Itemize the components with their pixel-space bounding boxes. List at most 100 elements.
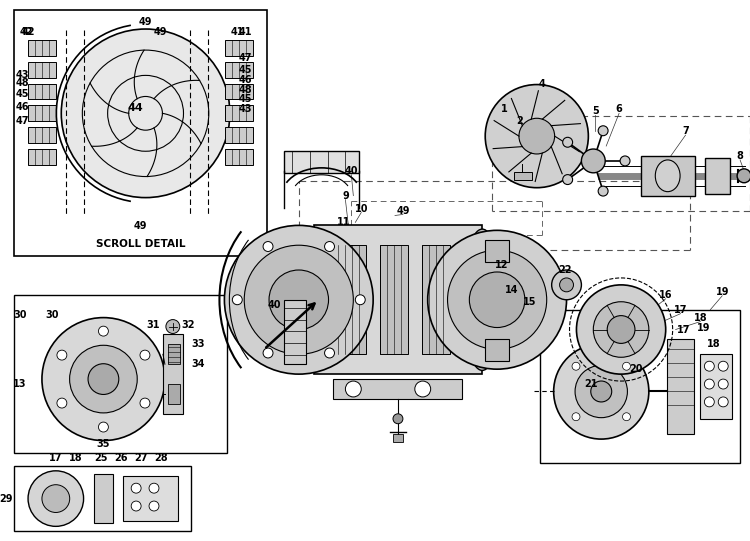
Circle shape [718,361,728,371]
Bar [226,127,254,143]
Bar [485,339,509,361]
Text: 31: 31 [146,320,160,329]
Text: 45: 45 [15,89,28,100]
Bar [314,226,482,374]
Circle shape [70,345,137,413]
Circle shape [131,501,141,511]
Circle shape [98,422,109,432]
Circle shape [448,250,547,349]
Text: 25: 25 [94,453,108,464]
Text: 27: 27 [134,453,148,464]
Text: 32: 32 [181,320,194,329]
Bar [540,309,740,464]
Bar [226,83,254,100]
Bar [14,10,267,256]
Circle shape [224,226,374,374]
Ellipse shape [463,229,502,371]
Bar [94,474,113,523]
Circle shape [554,344,649,439]
Bar [705,158,730,194]
Text: 42: 42 [20,27,33,37]
Circle shape [598,126,608,136]
Text: 47: 47 [238,53,252,63]
Bar [28,62,56,77]
Circle shape [269,270,328,329]
Bar [700,354,732,419]
Bar [28,105,56,121]
Bar [380,245,408,354]
Circle shape [704,397,714,407]
Text: 12: 12 [495,260,508,270]
Bar [393,434,403,441]
Circle shape [620,156,630,166]
Circle shape [581,149,605,173]
Bar [226,62,254,77]
Text: 15: 15 [523,296,536,307]
Bar [284,151,359,173]
Circle shape [356,295,365,305]
Circle shape [704,361,714,371]
Bar [28,83,56,100]
Text: 11: 11 [337,217,350,227]
Circle shape [149,483,159,493]
Text: 6: 6 [616,104,622,114]
Bar [226,40,254,56]
Bar [123,476,178,521]
Text: 5: 5 [592,107,598,116]
Text: 19: 19 [697,322,710,333]
Circle shape [140,398,150,408]
Text: 17: 17 [676,325,690,334]
Text: 10: 10 [355,203,368,214]
Text: 46: 46 [238,75,252,84]
Text: 7: 7 [682,126,689,136]
Text: eReplacementParts.com: eReplacementParts.com [293,302,463,316]
Text: 35: 35 [97,439,110,448]
Text: 34: 34 [191,359,205,369]
Text: 13: 13 [13,379,27,389]
Bar [485,240,509,262]
Circle shape [591,381,612,402]
Bar [226,105,254,121]
Bar [28,149,56,165]
Circle shape [232,295,242,305]
Text: 19: 19 [716,287,729,297]
Text: 44: 44 [128,103,143,114]
Bar [14,295,227,453]
Ellipse shape [656,160,680,192]
Circle shape [704,379,714,389]
Text: 9: 9 [342,190,349,201]
Circle shape [57,350,67,360]
Circle shape [593,302,649,357]
Circle shape [42,318,165,440]
Text: 28: 28 [154,453,168,464]
Text: 49: 49 [134,221,147,232]
Text: 21: 21 [584,379,598,389]
Text: 48: 48 [15,77,29,88]
Circle shape [562,137,572,147]
Bar [226,149,254,165]
Circle shape [88,364,118,394]
Ellipse shape [294,233,334,367]
Text: 16: 16 [659,290,673,300]
Circle shape [393,414,403,424]
Circle shape [572,362,580,370]
Circle shape [263,241,273,252]
Text: 46: 46 [15,102,28,113]
Circle shape [325,348,334,358]
Circle shape [598,186,608,196]
Bar [284,300,306,364]
Text: 47: 47 [15,116,28,126]
Text: 48: 48 [238,84,252,95]
Text: 17: 17 [674,305,687,315]
Circle shape [28,471,83,526]
Circle shape [562,175,572,184]
Bar [667,339,694,434]
Bar [168,345,180,364]
Bar [28,40,56,56]
Text: 41: 41 [230,27,244,37]
Circle shape [718,397,728,407]
Text: 18: 18 [706,339,720,349]
Text: 30: 30 [13,309,27,320]
Circle shape [427,230,566,369]
Bar [514,172,532,180]
